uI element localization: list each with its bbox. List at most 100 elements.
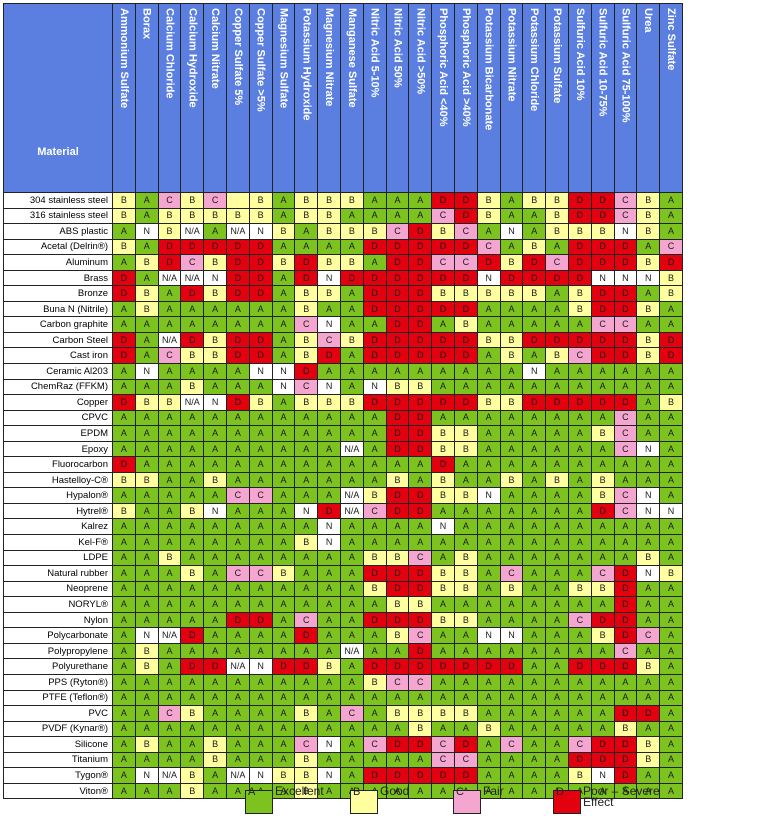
rating-cell: D — [112, 285, 136, 302]
rating-cell: D — [362, 611, 387, 629]
rating-cell: A — [339, 627, 364, 644]
chemical-name: Calcium Chloride — [163, 8, 176, 99]
rating-cell: D — [112, 269, 136, 287]
rating-cell: D — [567, 192, 592, 209]
rating-cell: D — [613, 285, 638, 302]
compatibility-chart: Material Ammonium Sulfate Borax Calcium Ch… — [3, 3, 683, 800]
rating-cell: B — [271, 254, 296, 271]
rating-cell: D — [545, 269, 569, 287]
rating-cell: A — [522, 425, 547, 442]
chemical-name: Nitric Acid 5-10% — [368, 8, 381, 98]
rating-cell: A — [112, 254, 136, 271]
rating-cell: D — [408, 736, 433, 753]
rating-cell: A — [590, 596, 615, 613]
rating-cell: D — [408, 300, 433, 318]
chemical-column-header: Sulfuric Acid 75-100% — [613, 3, 638, 193]
rating-cell: A — [180, 736, 205, 753]
chemical-name: Potassium Nitrate — [505, 8, 518, 102]
rating-cell: A — [180, 456, 205, 473]
rating-cell: A — [134, 565, 159, 582]
rating-cell: A — [134, 689, 159, 707]
rating-cell: B — [522, 285, 547, 302]
rating-cell: A — [271, 425, 296, 442]
rating-cell: A — [271, 316, 296, 333]
rating-cell: D — [385, 487, 410, 504]
table-row: Cast iron D A C B B D D A B D A D D D D D A B A B C D D B D — [3, 347, 683, 365]
rating-cell: A — [545, 689, 569, 707]
rating-cell: B — [545, 192, 569, 209]
rating-cell: A — [157, 534, 182, 551]
table-row: Silicone A B A A B A A A C N A C D D C D A C A A C D D B A — [3, 736, 683, 753]
rating-cell: D — [248, 238, 273, 256]
rating-cell: B — [590, 425, 615, 442]
table-row: Bronze D B A D B D D A B B A D D D B B B B B A B D D A B — [3, 285, 683, 302]
rating-cell: B — [567, 285, 592, 302]
rating-cell: A — [271, 502, 296, 520]
rating-cell: A — [203, 409, 227, 427]
rating-cell: B — [431, 285, 455, 302]
rating-cell: A — [476, 378, 501, 396]
rating-cell: A — [248, 409, 273, 427]
rating-cell: A — [567, 565, 592, 582]
rating-cell: D — [545, 331, 569, 349]
rating-cell: A — [157, 565, 182, 582]
rating-cell: A — [545, 487, 569, 504]
rating-cell: A — [567, 425, 592, 442]
table-row: Carbon Steel D A N/A D B D D A B C B D D D D D B B D D D D D B D — [3, 331, 683, 349]
rating-cell: B — [636, 549, 661, 567]
rating-cell: B — [180, 782, 205, 800]
legend-key: B — [353, 786, 361, 798]
rating-cell: A — [317, 456, 341, 473]
rating-cell: A — [476, 425, 501, 442]
rating-cell: A — [271, 238, 296, 256]
rating-cell: B — [134, 254, 159, 271]
rating-cell: A — [339, 471, 364, 489]
rating-cell: A — [294, 518, 319, 536]
rating-cell: C — [157, 705, 182, 722]
rating-cell: A — [248, 378, 273, 396]
rating-cell: B — [203, 347, 227, 365]
rating-cell: D — [613, 705, 638, 722]
legend-key: D — [556, 786, 564, 798]
rating-cell: A — [180, 440, 205, 458]
material-name: Viton® — [3, 782, 113, 800]
rating-cell: B — [339, 223, 364, 240]
table-row: CPVC A A A A A A A A A A A A D D A A A A A A A A C A A — [3, 409, 683, 427]
rating-cell: B — [453, 316, 478, 333]
chemical-name: Nitric Acid 50% — [391, 8, 404, 88]
rating-cell: A — [317, 363, 341, 380]
rating-cell: A — [636, 767, 661, 784]
rating-cell: B — [317, 394, 341, 411]
rating-cell: A — [362, 705, 387, 722]
chemical-name: Zinc Sulfate — [665, 8, 678, 71]
rating-cell: A — [362, 207, 387, 225]
rating-cell: A — [431, 720, 455, 738]
rating-cell: D — [317, 502, 341, 520]
rating-cell: A — [317, 580, 341, 598]
rating-cell: N/A — [180, 394, 205, 411]
rating-cell: A — [317, 689, 341, 707]
rating-cell: A — [339, 285, 364, 302]
rating-cell: A — [339, 611, 364, 629]
rating-cell: A — [545, 549, 569, 567]
rating-cell: A — [659, 611, 683, 629]
rating-cell: A — [476, 316, 501, 333]
rating-cell: B — [499, 347, 524, 365]
rating-cell: B — [385, 549, 410, 567]
rating-cell: A — [385, 207, 410, 225]
rating-cell: A — [180, 642, 205, 660]
rating-cell: A — [499, 705, 524, 722]
rating-cell: D — [499, 658, 524, 675]
rating-cell: N — [248, 223, 273, 240]
table-row: PTFE (Teflon®) A A A A A A A A A A A A A A A A A A A A A A A A A — [3, 689, 683, 707]
rating-cell: A — [225, 751, 250, 769]
rating-cell: A — [636, 378, 661, 396]
rating-cell: A — [545, 409, 569, 427]
rating-cell: D — [408, 223, 433, 240]
rating-cell: A — [545, 736, 569, 753]
rating-cell: A — [157, 673, 182, 691]
rating-cell: B — [339, 331, 364, 349]
rating-cell: D — [613, 254, 638, 271]
rating-cell: A — [545, 285, 569, 302]
rating-cell: D — [567, 269, 592, 287]
